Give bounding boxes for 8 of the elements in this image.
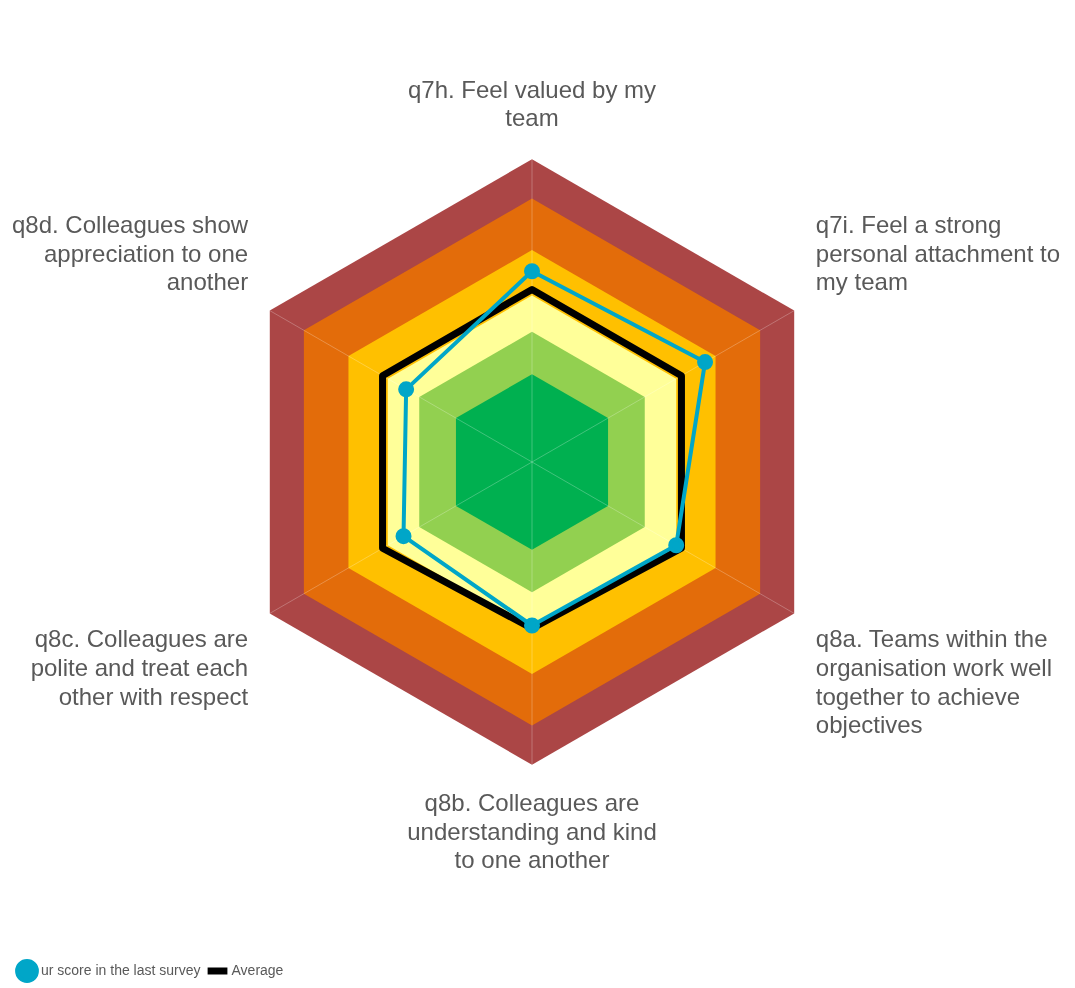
spoke-label: q8c. Colleagues are polite and treat each other with respect: [30, 624, 249, 710]
spoke-label: q8d. Colleagues show appreciation to one another: [11, 210, 249, 296]
legend-label: Average: [231, 961, 284, 978]
legend-label: ur score in the last survey: [41, 961, 201, 978]
spoke-label: q7i. Feel a strong personal attachment to my team: [815, 210, 1061, 296]
spoke-label: q8a. Teams within the organisation work well together to achieve objectives: [815, 624, 1052, 739]
spoke-label: q7h. Feel valued by my team: [407, 75, 657, 132]
spoke-label: q8b. Colleagues are understanding and kind to one another: [407, 788, 657, 874]
